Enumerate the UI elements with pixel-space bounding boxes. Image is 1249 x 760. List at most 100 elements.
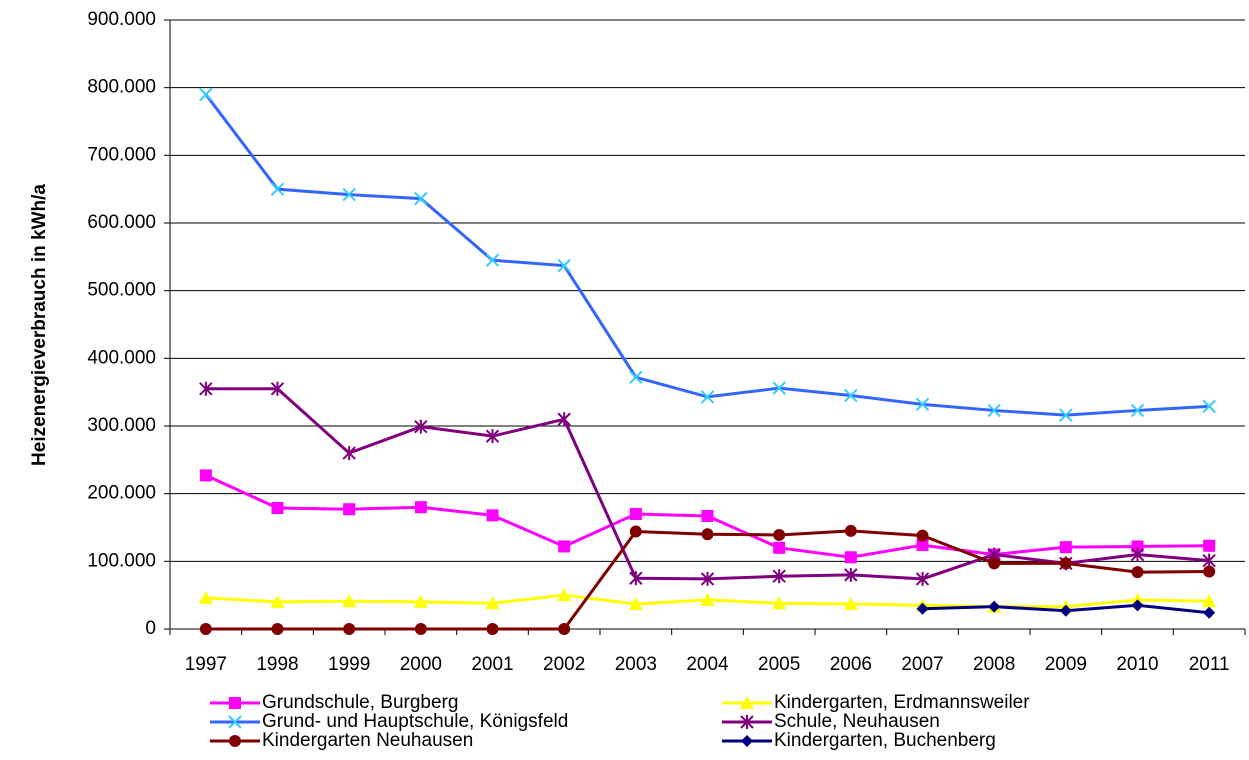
x-tick-label: 2008 [973,654,1015,675]
marker [844,551,857,564]
marker [414,501,427,514]
x-tick-label: 2006 [830,654,872,675]
legend-marker [740,715,754,729]
legend-label: Kindergarten Neuhausen [262,730,473,751]
marker [700,592,715,606]
marker [1202,553,1216,568]
marker [629,525,642,538]
marker [1131,599,1144,612]
marker [414,419,428,434]
marker [557,258,571,273]
marker [270,182,285,196]
x-tick-label: 2009 [1045,654,1087,675]
marker [557,588,572,602]
marker [485,429,500,444]
x-tick-label: 2010 [1116,654,1158,675]
marker [916,602,929,615]
marker [1059,557,1072,570]
marker [270,594,285,608]
x-tick-label: 2001 [471,654,513,675]
marker [844,524,857,537]
marker [1059,604,1072,617]
marker [843,596,858,610]
legend-item: Kindergarten, Erdmannsweiler [722,692,1030,713]
marker [916,539,929,552]
x-tick-label: 2007 [901,654,943,675]
marker [700,390,715,404]
marker [413,594,428,608]
x-tick-label: 1997 [185,654,227,675]
y-tick-label: 300.000 [87,415,156,436]
marker [1059,408,1073,422]
legend-label: Grund- und Hauptschule, Königsfeld [262,711,568,732]
y-tick-label: 900.000 [87,9,156,30]
marker [844,388,858,403]
marker [558,623,571,635]
marker [629,507,642,520]
x-tick-label: 1999 [328,654,370,675]
legend-marker [740,696,754,709]
marker [1130,547,1145,562]
marker [557,412,571,427]
marker [1059,541,1072,554]
marker [629,370,643,384]
y-axis-label: Heizenergieverbrauch in kWh/a [29,184,50,466]
marker [773,541,786,554]
marker [414,191,428,206]
series [199,381,1216,586]
marker [1202,594,1217,608]
y-tick-label: 0 [145,618,156,639]
marker [701,528,714,541]
marker [772,596,787,610]
marker [270,381,285,396]
x-tick-label: 2011 [1189,654,1230,675]
marker [1203,606,1216,619]
y-tick-label: 600.000 [87,212,156,233]
series [916,599,1216,619]
legend-item: Schule, Neuhausen [722,711,940,732]
marker [988,557,1001,570]
marker [988,600,1001,613]
marker [199,87,213,102]
legend-marker [228,715,242,729]
marker [1131,566,1144,579]
marker [342,446,356,461]
marker [342,187,356,202]
y-tick-label: 700.000 [87,144,156,165]
marker [486,509,499,522]
marker [701,509,714,522]
marker [342,594,357,608]
legend-item: Grundschule, Burgberg [210,692,458,713]
marker [485,253,500,267]
legend-label: Grundschule, Burgberg [262,692,458,713]
legend-marker [229,735,241,747]
marker [915,571,930,586]
y-tick-label: 800.000 [87,77,156,98]
marker [629,571,643,586]
marker [1203,565,1216,578]
marker [773,528,786,541]
legend-label: Schule, Neuhausen [774,711,940,732]
y-tick-label: 500.000 [87,280,156,301]
legend-item: Kindergarten Neuhausen [210,730,473,751]
marker [772,381,786,395]
marker [271,623,284,635]
x-tick-label: 2000 [400,654,442,675]
marker [343,503,356,516]
y-tick-label: 400.000 [87,347,156,368]
marker [700,571,715,586]
legend-item: Grund- und Hauptschule, Königsfeld [210,711,568,732]
marker [486,623,499,635]
marker [485,596,500,610]
marker [558,540,571,553]
marker [198,590,213,604]
x-tick-label: 2003 [615,654,657,675]
marker [628,596,643,610]
marker [199,623,212,635]
marker [915,397,930,412]
y-tick-label: 200.000 [87,483,156,504]
marker [1202,399,1216,414]
marker [1131,540,1144,553]
